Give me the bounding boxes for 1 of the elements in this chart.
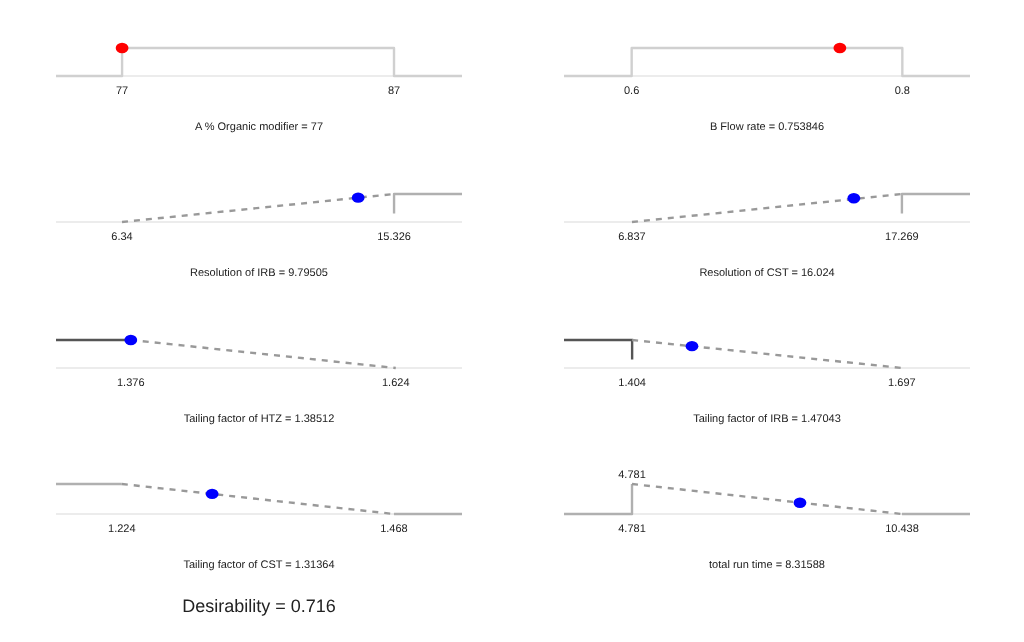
text: Desirability = 0.716 [182,596,336,616]
